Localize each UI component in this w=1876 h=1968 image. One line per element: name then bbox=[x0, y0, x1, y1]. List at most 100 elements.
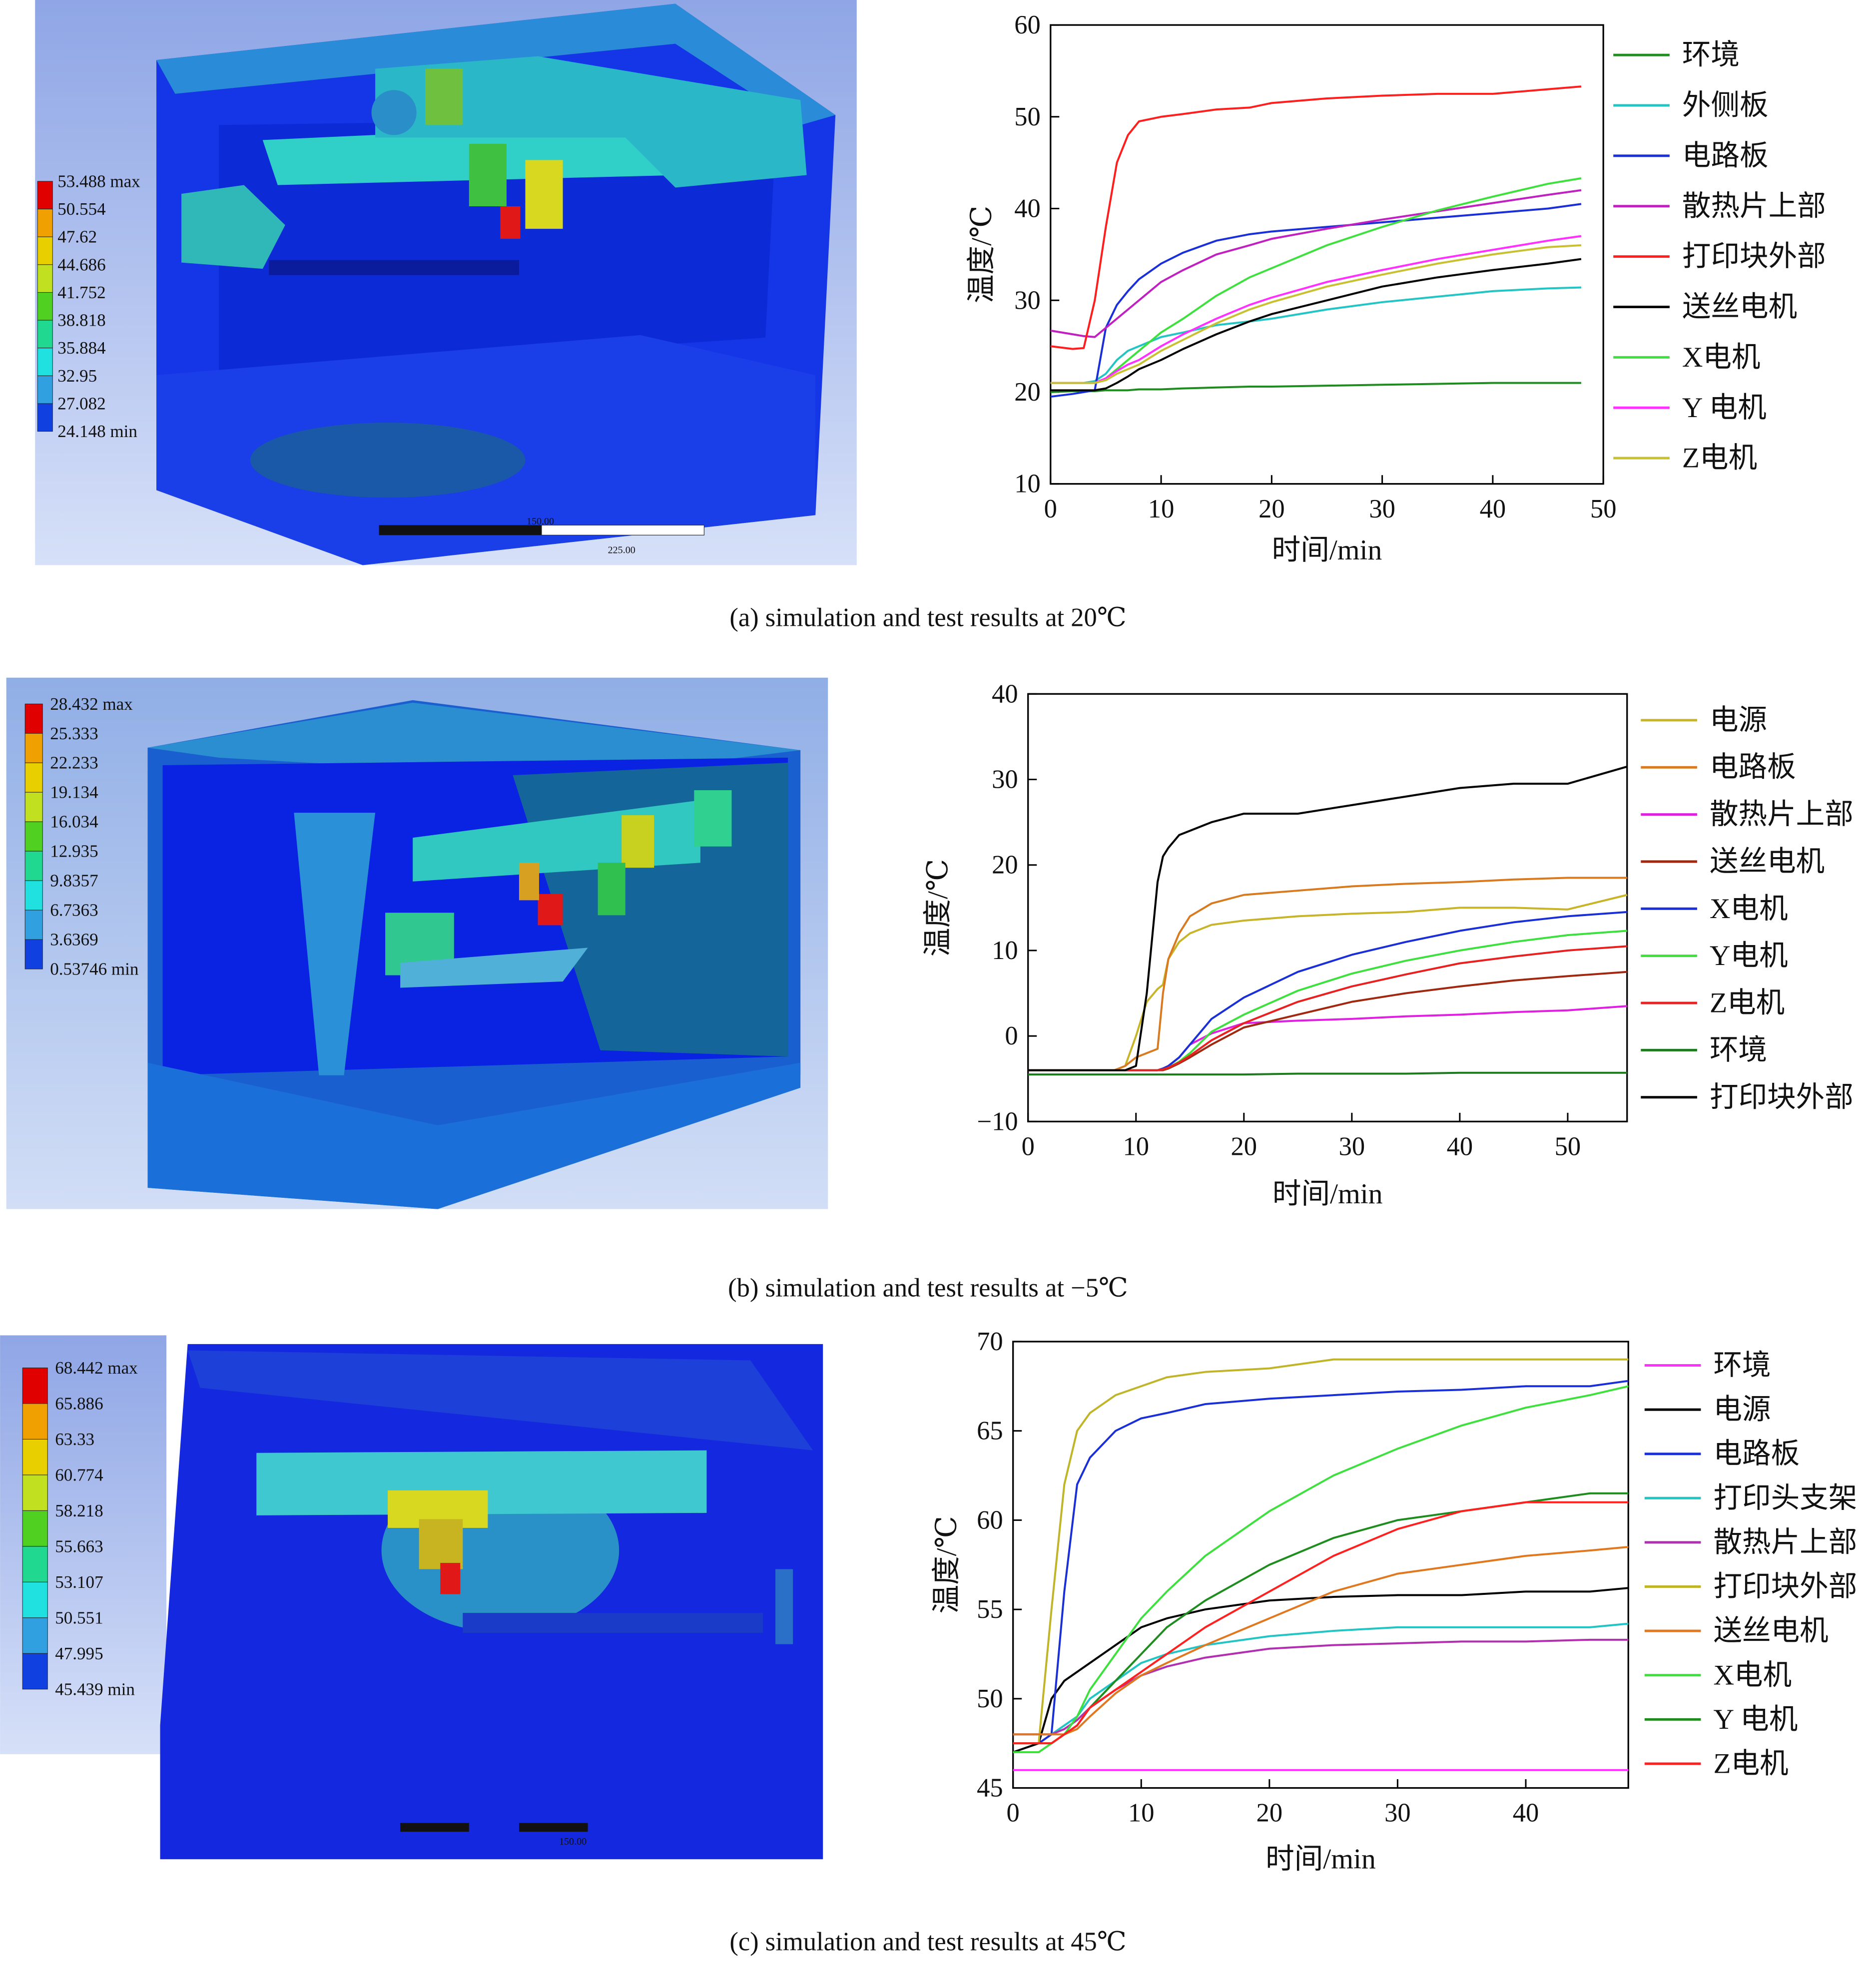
series-line bbox=[1028, 877, 1627, 1071]
colorbar-segment bbox=[37, 403, 53, 432]
series-line bbox=[1050, 244, 1582, 384]
legend-label: Z电机 bbox=[1710, 987, 1785, 1019]
legend-label: 电路板 bbox=[1710, 752, 1796, 783]
legend-label: X电机 bbox=[1713, 1659, 1792, 1691]
legend-label: 散热片上部 bbox=[1682, 190, 1826, 222]
colorbar-label: 28.432 max bbox=[50, 694, 133, 714]
legend-label: 电源 bbox=[1713, 1394, 1771, 1426]
colorbar-segment bbox=[37, 348, 53, 376]
colorbar-label: 47.995 bbox=[55, 1644, 103, 1663]
figure-caption: (c) simulation and test results at 45℃ bbox=[729, 1927, 1126, 1956]
y-tick-label: 45 bbox=[977, 1774, 1003, 1803]
x-tick-label: 0 bbox=[1044, 494, 1057, 523]
y-tick-label: 0 bbox=[1005, 1021, 1018, 1050]
colorbar-label: 68.442 max bbox=[55, 1358, 138, 1378]
colorbar-label: 25.333 bbox=[50, 724, 98, 743]
y-tick-label: 50 bbox=[977, 1684, 1003, 1713]
colorbar-segment bbox=[24, 733, 43, 763]
y-tick-label: 55 bbox=[977, 1595, 1003, 1624]
y-tick-label: 60 bbox=[1014, 10, 1041, 39]
legend-label: X电机 bbox=[1682, 342, 1761, 373]
colorbar-label: 53.488 max bbox=[57, 171, 140, 191]
colorbar-label: 35.884 bbox=[57, 338, 105, 358]
colorbar-label: 6.7363 bbox=[50, 901, 98, 920]
colorbar-label: 60.774 bbox=[55, 1465, 103, 1484]
colorbar-label: 45.439 min bbox=[55, 1679, 135, 1699]
colorbar-label: 22.233 bbox=[50, 753, 98, 773]
series-line bbox=[1013, 1358, 1629, 1745]
colorbar-label: 32.95 bbox=[57, 366, 97, 386]
series-line bbox=[1028, 765, 1628, 1071]
series-line bbox=[1028, 971, 1627, 1071]
colorbar-label: 44.686 bbox=[57, 255, 105, 274]
simulation-render bbox=[0, 1335, 823, 1860]
series-line bbox=[1013, 1492, 1629, 1745]
legend-label: 电路板 bbox=[1682, 140, 1769, 171]
scale-label: 225.00 bbox=[608, 544, 635, 555]
y-tick-label: 30 bbox=[992, 765, 1018, 794]
legend-label: 送丝电机 bbox=[1710, 846, 1825, 877]
scale-label: 150.00 bbox=[527, 516, 554, 527]
x-tick-label: 10 bbox=[1148, 494, 1175, 523]
colorbar-segment bbox=[37, 181, 53, 210]
legend-label: 打印头支架 bbox=[1713, 1482, 1857, 1514]
colorbar-segment bbox=[24, 821, 43, 852]
legend-label: 电路板 bbox=[1713, 1438, 1800, 1470]
colorbar-label: 50.551 bbox=[55, 1608, 103, 1627]
series-line bbox=[1050, 286, 1581, 384]
series-line bbox=[1013, 1380, 1629, 1745]
colorbar-label: 19.134 bbox=[50, 783, 98, 802]
legend-label: 送丝电机 bbox=[1682, 291, 1797, 323]
x-axis-label: 时间/min bbox=[1272, 534, 1382, 566]
colorbar-segment bbox=[24, 792, 43, 822]
colorbar-segment bbox=[37, 292, 53, 321]
series-line bbox=[1028, 911, 1627, 1071]
y-tick-label: 20 bbox=[1014, 378, 1041, 407]
legend-label: Y 电机 bbox=[1713, 1704, 1798, 1735]
legend-label: 电源 bbox=[1710, 704, 1767, 736]
series-line bbox=[1050, 177, 1582, 384]
plot-frame bbox=[1012, 1341, 1629, 1789]
legend-label: 打印块外部 bbox=[1710, 1081, 1854, 1113]
colorbar-label: 27.082 bbox=[57, 394, 105, 413]
colorbar-label: 38.818 bbox=[57, 311, 105, 330]
colorbar-label: 47.62 bbox=[57, 227, 97, 247]
colorbar-label: 58.218 bbox=[55, 1501, 103, 1520]
legend-label: 散热片上部 bbox=[1710, 799, 1854, 830]
series-line bbox=[1013, 1501, 1629, 1745]
figure-caption: (a) simulation and test results at 20℃ bbox=[729, 603, 1126, 632]
x-tick-label: 20 bbox=[1258, 494, 1285, 523]
y-tick-label: 40 bbox=[992, 679, 1018, 708]
colorbar-segment bbox=[22, 1581, 48, 1618]
colorbar-label: 65.886 bbox=[55, 1394, 103, 1413]
x-tick-label: 30 bbox=[1339, 1132, 1365, 1161]
series-line bbox=[1050, 258, 1582, 392]
legend-label: 送丝电机 bbox=[1713, 1615, 1828, 1647]
series-line bbox=[1028, 1005, 1627, 1071]
colorbar-segment bbox=[24, 762, 43, 793]
legend-label: 环境 bbox=[1682, 39, 1740, 71]
series-line bbox=[1050, 382, 1581, 393]
x-tick-label: 0 bbox=[1022, 1132, 1035, 1161]
colorbar-segment bbox=[24, 703, 43, 734]
y-tick-label: 10 bbox=[992, 936, 1018, 965]
x-tick-label: 10 bbox=[1128, 1799, 1155, 1828]
x-tick-label: 40 bbox=[1447, 1132, 1473, 1161]
colorbar-segment bbox=[22, 1403, 48, 1440]
colorbar-segment bbox=[24, 939, 43, 970]
y-axis-label: 温度/℃ bbox=[931, 1516, 963, 1614]
simulation-render bbox=[6, 677, 828, 1209]
x-axis-label: 时间/min bbox=[1272, 1178, 1383, 1210]
legend-label: 环境 bbox=[1710, 1034, 1767, 1066]
legend-label: X电机 bbox=[1710, 893, 1788, 925]
colorbar-segment bbox=[37, 320, 53, 349]
colorbar-label: 16.034 bbox=[50, 812, 98, 832]
x-tick-label: 40 bbox=[1513, 1799, 1539, 1828]
x-tick-label: 20 bbox=[1256, 1799, 1283, 1828]
series-line bbox=[1028, 894, 1628, 1071]
colorbar-segment bbox=[22, 1439, 48, 1476]
x-tick-label: 30 bbox=[1384, 1799, 1411, 1828]
colorbar-segment bbox=[22, 1546, 48, 1582]
y-tick-label: 65 bbox=[977, 1417, 1003, 1446]
